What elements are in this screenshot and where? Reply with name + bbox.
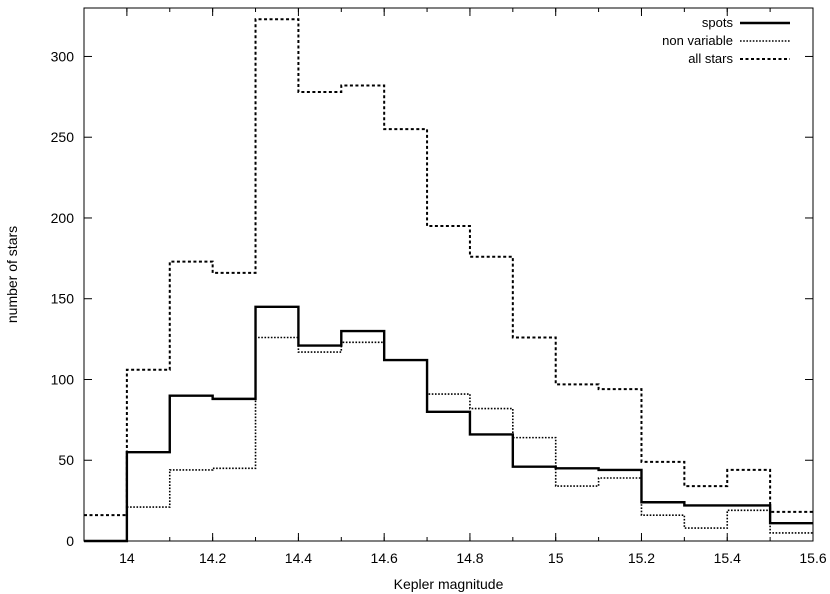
- x-axis-label: Kepler magnitude: [394, 576, 504, 592]
- x-tick-label: 14.6: [371, 550, 398, 566]
- x-tick-label: 14.4: [285, 550, 312, 566]
- y-tick-label: 150: [51, 291, 75, 307]
- legend-label-all-stars: all stars: [688, 51, 733, 66]
- x-tick-label: 15: [548, 550, 564, 566]
- legend-label-non-variable: non variable: [662, 33, 733, 48]
- series-line-all-stars: [84, 18, 813, 517]
- y-tick-label: 200: [51, 210, 75, 226]
- y-tick-label: 0: [66, 533, 74, 549]
- y-axis-label: number of stars: [4, 226, 20, 323]
- x-tick-label: 14: [119, 550, 135, 566]
- legend-label-spots: spots: [702, 15, 734, 30]
- x-tick-label: 15.6: [799, 550, 826, 566]
- series-line-spots: [84, 305, 813, 543]
- x-tick-label: 14.2: [199, 550, 226, 566]
- x-tick-label: 14.8: [456, 550, 483, 566]
- plot-frame: [83, 7, 814, 542]
- y-tick-label: 300: [51, 48, 75, 64]
- y-tick-label: 100: [51, 371, 75, 387]
- x-tick-label: 15.4: [714, 550, 741, 566]
- y-tick-label: 250: [51, 129, 75, 145]
- plot-area: [84, 18, 813, 543]
- axes: 14 14.2 14.4 14.6 14.8 15 15.2 15.4 15.6 0 50 100 15…: [51, 7, 827, 566]
- y-tick-label: 50: [58, 452, 74, 468]
- series-line-non-variable: [84, 336, 813, 542]
- x-tick-label: 15.2: [628, 550, 655, 566]
- legend: spots non variable all stars: [662, 15, 790, 66]
